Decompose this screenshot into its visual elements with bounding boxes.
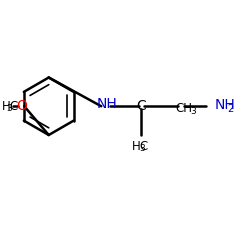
Text: 3: 3	[190, 107, 196, 116]
Text: C: C	[10, 100, 18, 113]
Text: C: C	[136, 99, 146, 113]
Text: H: H	[132, 140, 140, 153]
Text: CH: CH	[175, 102, 192, 115]
Text: O: O	[16, 99, 27, 113]
Text: 2: 2	[228, 104, 234, 114]
Text: 3: 3	[140, 144, 145, 153]
Text: 3: 3	[6, 104, 12, 113]
Text: C: C	[140, 140, 148, 153]
Text: H: H	[2, 100, 10, 113]
Text: NH: NH	[215, 98, 236, 112]
Text: NH: NH	[97, 97, 118, 111]
